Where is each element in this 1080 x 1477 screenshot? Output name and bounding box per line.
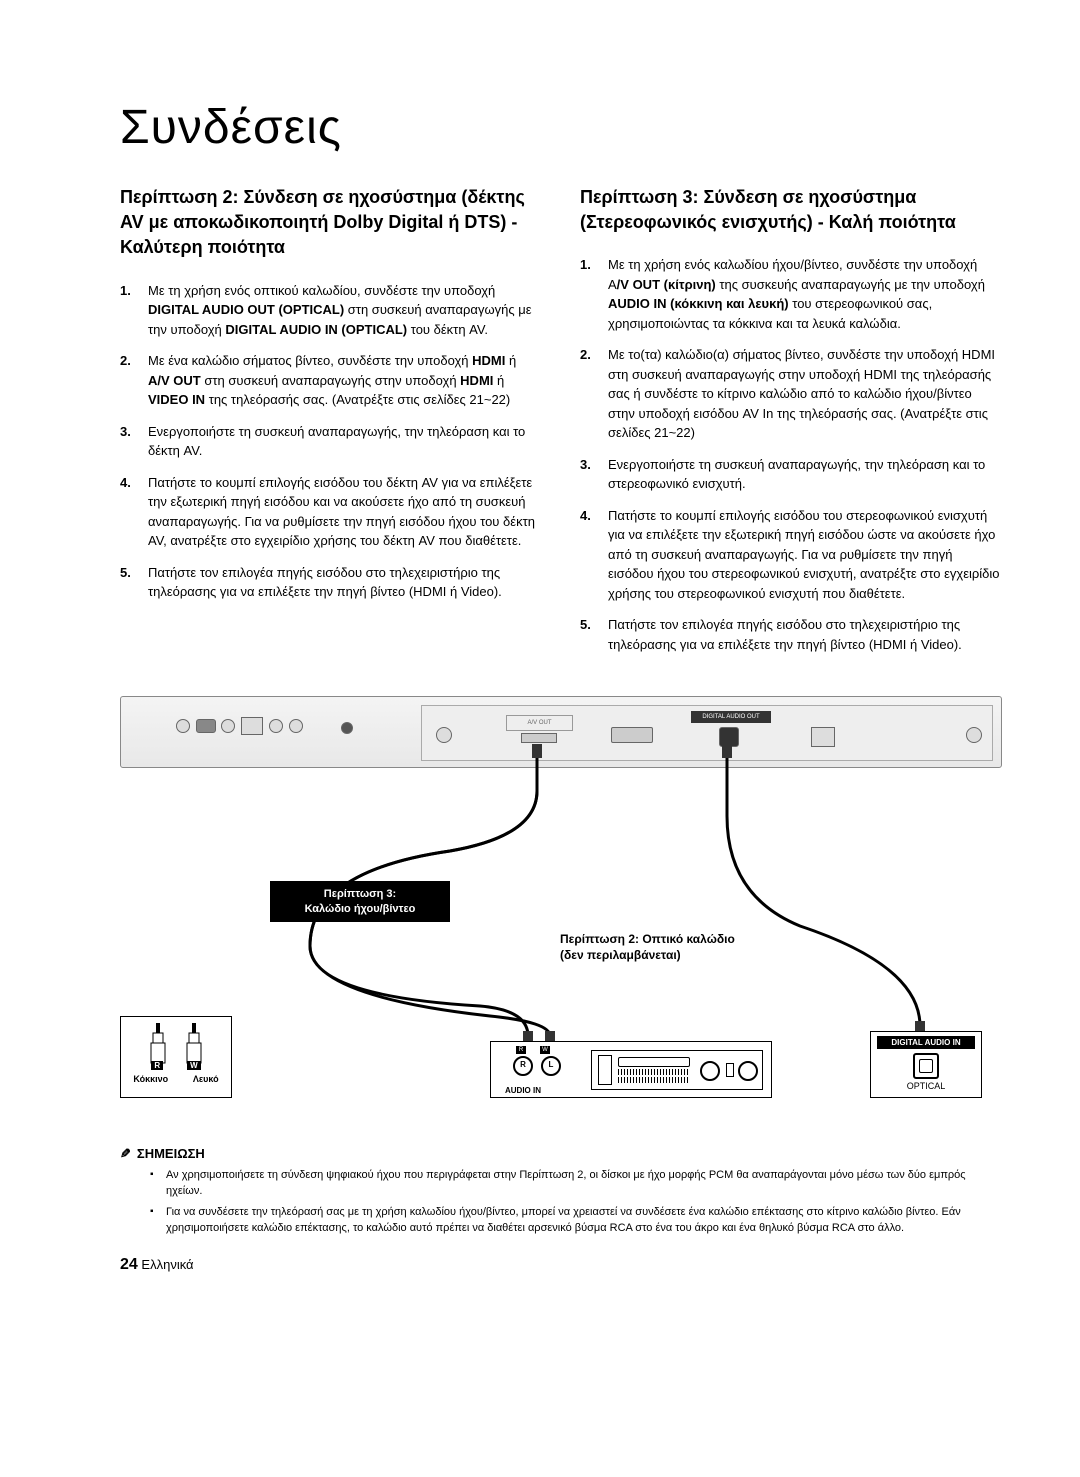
notes-heading: ΣΗΜΕΙΩΣΗ <box>120 1146 1000 1162</box>
audio-in-label: AUDIO IN <box>505 1086 541 1095</box>
rca-plug-icon <box>149 1023 167 1065</box>
label-case3: Περίπτωση 3: Καλώδιο ήχου/βίντεο <box>270 881 450 922</box>
case3-step: Με τη χρήση ενός καλωδίου ήχου/βίντεο, σ… <box>580 255 1000 333</box>
case3-heading: Περίπτωση 3: Σύνδεση σε ηχοσύστημα (Στερ… <box>580 185 1000 235</box>
rca-plugs-box: R W Κόκκινο Λευκό <box>120 1016 232 1098</box>
two-columns: Περίπτωση 2: Σύνδεση σε ηχοσύστημα (δέκτ… <box>120 185 1000 666</box>
plug-red-label: Κόκκινο <box>133 1074 168 1084</box>
stereo-amp-box: R W R L AUDIO IN <box>490 1041 772 1098</box>
plug-w-label: W <box>187 1061 201 1070</box>
page-lang: Ελληνικά <box>141 1257 193 1272</box>
note-item: Για να συνδέσετε την τηλεόρασή σας με τη… <box>150 1205 1000 1236</box>
column-left: Περίπτωση 2: Σύνδεση σε ηχοσύστημα (δέκτ… <box>120 185 540 666</box>
plug-white-label: Λευκό <box>193 1074 219 1084</box>
column-right: Περίπτωση 3: Σύνδεση σε ηχοσύστημα (Στερ… <box>580 185 1000 666</box>
page-number: 24 <box>120 1256 138 1273</box>
connection-diagram: A/V OUT DIGITAL AUDIO OUT <box>120 696 1000 1116</box>
notes-list: Αν χρησιμοποιήσετε τη σύνδεση ψηφιακού ή… <box>150 1168 1000 1236</box>
case2-steps: Με τη χρήση ενός οπτικού καλωδίου, συνδέ… <box>120 281 540 602</box>
digital-audio-in-label: DIGITAL AUDIO IN <box>877 1036 975 1049</box>
optical-in-box: DIGITAL AUDIO IN OPTICAL <box>870 1031 982 1098</box>
case2-step: Πατήστε τον επιλογέα πηγής εισόδου στο τ… <box>120 563 540 602</box>
note-item: Αν χρησιμοποιήσετε τη σύνδεση ψηφιακού ή… <box>150 1168 1000 1199</box>
case2-step: Ενεργοποιήστε τη συσκευή αναπαραγωγής, τ… <box>120 422 540 461</box>
case2-step: Με ένα καλώδιο σήματος βίντεο, συνδέστε … <box>120 351 540 410</box>
label-case2: Περίπτωση 2: Οπτικό καλώδιο (δεν περιλαμ… <box>550 926 800 969</box>
case3-step: Πατήστε τον επιλογέα πηγής εισόδου στο τ… <box>580 615 1000 654</box>
page-footer: 24 Ελληνικά <box>120 1256 1000 1274</box>
case2-step: Με τη χρήση ενός οπτικού καλωδίου, συνδέ… <box>120 281 540 340</box>
notes-section: ΣΗΜΕΙΩΣΗ Αν χρησιμοποιήσετε τη σύνδεση ψ… <box>120 1146 1000 1236</box>
case3-step: Ενεργοποιήστε τη συσκευή αναπαραγωγής, τ… <box>580 455 1000 494</box>
case3-step: Με το(τα) καλώδιο(α) σήματος βίντεο, συν… <box>580 345 1000 443</box>
case2-heading: Περίπτωση 2: Σύνδεση σε ηχοσύστημα (δέκτ… <box>120 185 540 261</box>
page: Συνδέσεις Περίπτωση 2: Σύνδεση σε ηχοσύσ… <box>0 0 1080 1334</box>
rca-plug-icon <box>185 1023 203 1065</box>
case2-step: Πατήστε το κουμπί επιλογής εισόδου του δ… <box>120 473 540 551</box>
case3-step: Πατήστε το κουμπί επιλογής εισόδου του σ… <box>580 506 1000 604</box>
plug-r-label: R <box>151 1061 163 1070</box>
optical-label: OPTICAL <box>871 1081 981 1091</box>
case3-steps: Με τη χρήση ενός καλωδίου ήχου/βίντεο, σ… <box>580 255 1000 654</box>
main-title: Συνδέσεις <box>120 100 1000 155</box>
